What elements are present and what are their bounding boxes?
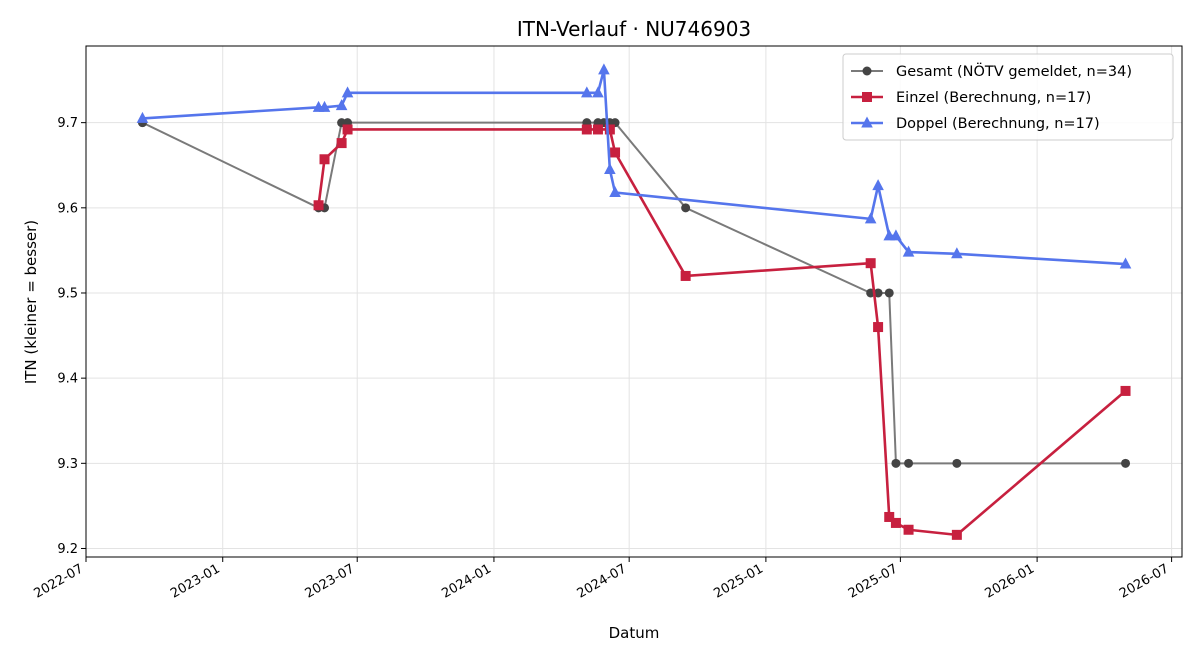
data-point [903, 524, 914, 535]
data-point [609, 185, 621, 197]
legend-label: Gesamt (NÖTV gemeldet, n=34) [896, 62, 1132, 80]
data-point [864, 212, 877, 224]
x-tick-label: 2026-07 [1117, 561, 1172, 601]
legend: Gesamt (NÖTV gemeldet, n=34) Einzel (Bere… [842, 53, 1174, 141]
data-point [681, 203, 691, 213]
legend-marker [862, 66, 872, 76]
x-axis-label: Datum [609, 624, 660, 642]
data-point [865, 258, 876, 269]
y-tick-label: 9.4 [57, 372, 78, 387]
chart-title: ITN-Verlauf · NU746903 [517, 17, 751, 41]
data-point [1120, 385, 1131, 396]
data-point [581, 86, 593, 98]
data-point [598, 63, 610, 75]
legend-box [842, 53, 1174, 141]
data-point [313, 200, 324, 211]
y-axis-ticks: 9.2 9.3 9.4 9.5 9.6 9.7 [57, 116, 86, 557]
grid-lines [85, 46, 1182, 557]
data-point [136, 111, 149, 123]
legend-marker [861, 116, 873, 128]
data-point [902, 245, 915, 257]
data-point [610, 147, 621, 158]
legend-label: Einzel (Berechnung, n=17) [896, 90, 1091, 106]
series-line [317, 128, 1127, 537]
x-tick-label: 2026-01 [983, 561, 1038, 601]
y-tick-label: 9.5 [57, 286, 78, 301]
data-point [318, 100, 331, 112]
x-tick-label: 2023-07 [303, 561, 358, 601]
data-point [1119, 257, 1132, 269]
data-point [890, 229, 902, 241]
legend-item: Einzel (Berechnung, n=17) [851, 90, 1091, 106]
x-tick-label: 2025-07 [846, 561, 901, 601]
y-tick-label: 9.3 [57, 457, 78, 472]
legend-label: Doppel (Berechnung, n=17) [896, 116, 1100, 132]
data-point [342, 124, 353, 135]
data-point [873, 288, 883, 298]
data-point [341, 86, 354, 98]
x-tick-label: 2024-01 [439, 561, 494, 601]
series-square [313, 124, 1131, 540]
data-point [904, 458, 914, 468]
data-point [890, 517, 901, 528]
data-point [891, 458, 901, 468]
data-point [319, 154, 330, 165]
data-point [336, 138, 347, 149]
data-point [581, 124, 592, 135]
x-tick-label: 2023-01 [168, 561, 223, 601]
x-tick-label: 2025-01 [711, 561, 766, 601]
data-point [951, 529, 962, 540]
x-tick-label: 2022-07 [31, 561, 86, 601]
data-point [592, 86, 604, 98]
legend-marker [862, 92, 872, 102]
x-tick-label: 2024-07 [575, 561, 630, 601]
y-tick-label: 9.7 [57, 116, 78, 131]
data-point [604, 124, 615, 135]
data-point [951, 247, 963, 259]
legend-item: Doppel (Berechnung, n=17) [851, 116, 1100, 132]
data-point [604, 162, 616, 174]
data-point [872, 179, 884, 191]
y-tick-label: 9.6 [57, 201, 78, 216]
data-point [1121, 458, 1131, 468]
y-tick-label: 9.2 [57, 542, 78, 557]
series-circle [137, 118, 1131, 468]
series-layer [136, 63, 1132, 540]
data-point [884, 288, 894, 298]
data-point [873, 322, 884, 333]
series-triangle [136, 63, 1132, 269]
plot-frame [85, 45, 1183, 558]
data-point [592, 124, 603, 135]
legend-item: Gesamt (NÖTV gemeldet, n=34) [851, 62, 1132, 80]
data-point [952, 458, 962, 468]
data-point [335, 99, 348, 111]
data-point [680, 270, 691, 281]
y-axis-label: ITN (kleiner = besser) [22, 220, 40, 384]
data-point [884, 511, 895, 522]
x-axis-ticks: 2022-07 2023-01 2023-07 2024-01 2024-07 2025-… [31, 557, 1173, 602]
